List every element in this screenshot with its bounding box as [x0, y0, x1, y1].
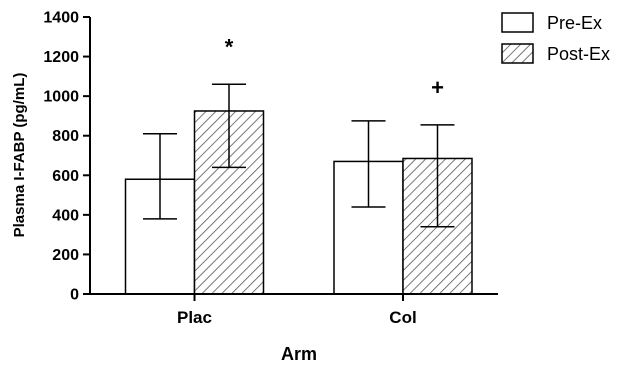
y-axis-title: Plasma I-FABP (pg/mL)	[11, 73, 28, 238]
x-tick-label-col: Col	[389, 308, 416, 327]
annotations-layer: *+	[225, 34, 444, 100]
significance-marker: *	[225, 34, 234, 59]
x-tick-label-plac: Plac	[177, 308, 212, 327]
y-tick-label: 1000	[43, 89, 79, 106]
y-tick-label: 1400	[43, 10, 79, 27]
legend: Pre-Ex Post-Ex	[501, 12, 610, 64]
y-ticks: 0 200 400 600 800 1000 1200 1400	[43, 10, 90, 304]
y-tick-label: 400	[52, 207, 79, 224]
legend-label-post-ex: Post-Ex	[547, 44, 610, 64]
legend-swatch-post-ex	[501, 43, 534, 64]
x-axis-title: Arm	[281, 344, 317, 364]
error-bars-layer	[143, 83, 455, 228]
y-tick-label: 0	[70, 287, 79, 304]
legend-label-pre-ex: Pre-Ex	[547, 13, 602, 33]
y-tick-label: 600	[52, 168, 79, 185]
bars-layer	[124, 110, 473, 295]
legend-swatch-pre-ex	[501, 12, 534, 33]
y-tick-label: 200	[52, 247, 79, 264]
significance-marker: +	[431, 75, 444, 100]
y-tick-label: 800	[52, 128, 79, 145]
y-tick-label: 1200	[43, 49, 79, 66]
x-ticks: Plac Col	[177, 294, 417, 327]
